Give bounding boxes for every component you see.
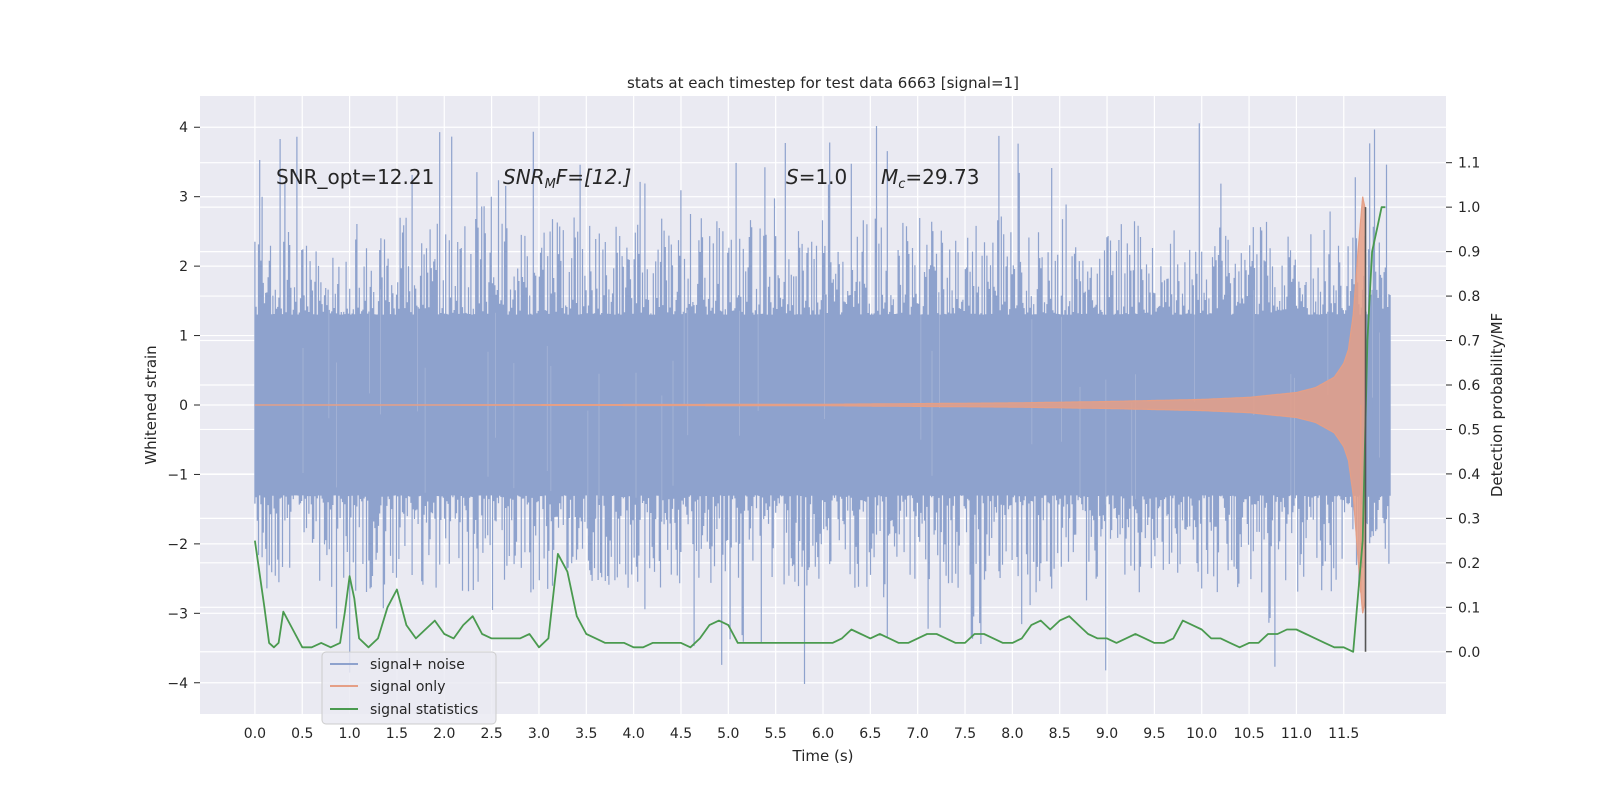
x-tick-label: 4.5 (670, 726, 692, 742)
y2-tick-label: 0.4 (1458, 467, 1480, 483)
y-tick-label: 3 (179, 190, 188, 206)
y-tick-label: −1 (167, 467, 188, 483)
y-tick-label: −3 (167, 606, 188, 622)
legend-label-signal-statistics: signal statistics (370, 702, 478, 718)
annotation-mc-symbol: M (881, 165, 898, 189)
x-tick-label: 8.0 (1001, 726, 1023, 742)
y2-tick-label: 0.6 (1458, 378, 1480, 394)
x-tick-label: 0.0 (244, 726, 266, 742)
legend-label-signal-noise: signal+ noise (370, 657, 465, 673)
x-tick-label: 8.5 (1049, 726, 1071, 742)
y-tick-label: 1 (179, 329, 188, 345)
y2-tick-label: 0.5 (1458, 422, 1480, 438)
y-tick-label: 4 (179, 120, 188, 136)
x-axis-ticks: 0.0 0.5 1.0 1.5 2.0 2.5 3.0 3.5 4.0 4.5 5.0 5.5 6.0 6… (244, 726, 1360, 742)
x-tick-label: 0.5 (291, 726, 313, 742)
annotation-mc-subscript: c (898, 177, 905, 192)
annotation-snr-mf: SNRMF=[12.] (503, 165, 631, 192)
x-tick-label: 5.0 (717, 726, 739, 742)
y2-tick-label: 0.3 (1458, 511, 1480, 527)
y-axis-ticks: 4 3 2 1 0 −1 −2 −3 −4 (167, 120, 200, 692)
y-tick-label: 2 (179, 259, 188, 275)
chirp-lower-envelope (254, 404, 1367, 614)
y2-tick-label: 1.0 (1458, 200, 1480, 216)
annotation-s: S=1.0 (786, 165, 847, 189)
signal-statistics-series (254, 206, 1386, 653)
y2-axis-label: Detection probability/MF (1488, 313, 1506, 497)
y2-tick-label: 0.9 (1458, 245, 1480, 261)
annotation-mc-value: =29.73 (905, 165, 979, 189)
x-tick-label: 4.0 (623, 726, 645, 742)
annotation-snr-opt: SNR_opt=12.21 (276, 165, 434, 189)
y-tick-label: −4 (167, 676, 188, 692)
y2-tick-label: 0.8 (1458, 289, 1480, 305)
annotation-snr-mf-value: F=[12.] (556, 165, 632, 189)
x-tick-label: 7.5 (954, 726, 976, 742)
y2-tick-label: 0.2 (1458, 556, 1480, 572)
legend: signal+ noise signal only signal statist… (321, 651, 497, 725)
x-tick-label: 2.5 (480, 726, 502, 742)
x-tick-label: 11.5 (1328, 726, 1359, 742)
y2-tick-label: 0.1 (1458, 600, 1480, 616)
legend-label-signal-only: signal only (370, 679, 445, 695)
y2-tick-label: 0.7 (1458, 334, 1480, 350)
x-tick-label: 6.5 (859, 726, 881, 742)
y-axis-label: Whitened strain (142, 345, 160, 464)
signal-only-series (254, 196, 1367, 614)
x-tick-label: 6.0 (812, 726, 834, 742)
x-tick-label: 3.0 (528, 726, 550, 742)
x-tick-label: 5.5 (765, 726, 787, 742)
chart-title: stats at each timestep for test data 666… (627, 74, 1019, 92)
y2-axis-ticks: 1.1 1.0 0.9 0.8 0.7 0.6 0.5 0.4 0.3 0.2 0.1 0.0 (1446, 156, 1480, 661)
x-axis-label: Time (s) (792, 747, 854, 765)
annotation-snr-mf-subscript: M (545, 177, 556, 192)
y-tick-label: 0 (179, 398, 188, 414)
x-tick-label: 3.5 (575, 726, 597, 742)
noise-texture (302, 268, 1380, 536)
annotation-mc: Mc=29.73 (881, 165, 979, 192)
annotation-s-symbol: S (786, 165, 799, 189)
x-tick-label: 7.0 (907, 726, 929, 742)
x-tick-label: 11.0 (1281, 726, 1312, 742)
y-tick-label: −2 (167, 537, 188, 553)
x-tick-label: 2.0 (433, 726, 455, 742)
y2-tick-label: 1.1 (1458, 156, 1480, 172)
annotation-snr-mf-symbol: SNR (503, 165, 545, 189)
legend-box (321, 651, 497, 725)
y2-tick-label: 0.0 (1458, 645, 1480, 661)
x-tick-label: 9.0 (1096, 726, 1118, 742)
x-tick-label: 10.0 (1186, 726, 1217, 742)
x-tick-label: 9.5 (1143, 726, 1165, 742)
x-tick-label: 1.5 (386, 726, 408, 742)
x-tick-label: 10.5 (1233, 726, 1264, 742)
annotation-s-value: =1.0 (799, 165, 848, 189)
signal-statistics-line (254, 206, 1386, 653)
x-tick-label: 1.0 (338, 726, 360, 742)
